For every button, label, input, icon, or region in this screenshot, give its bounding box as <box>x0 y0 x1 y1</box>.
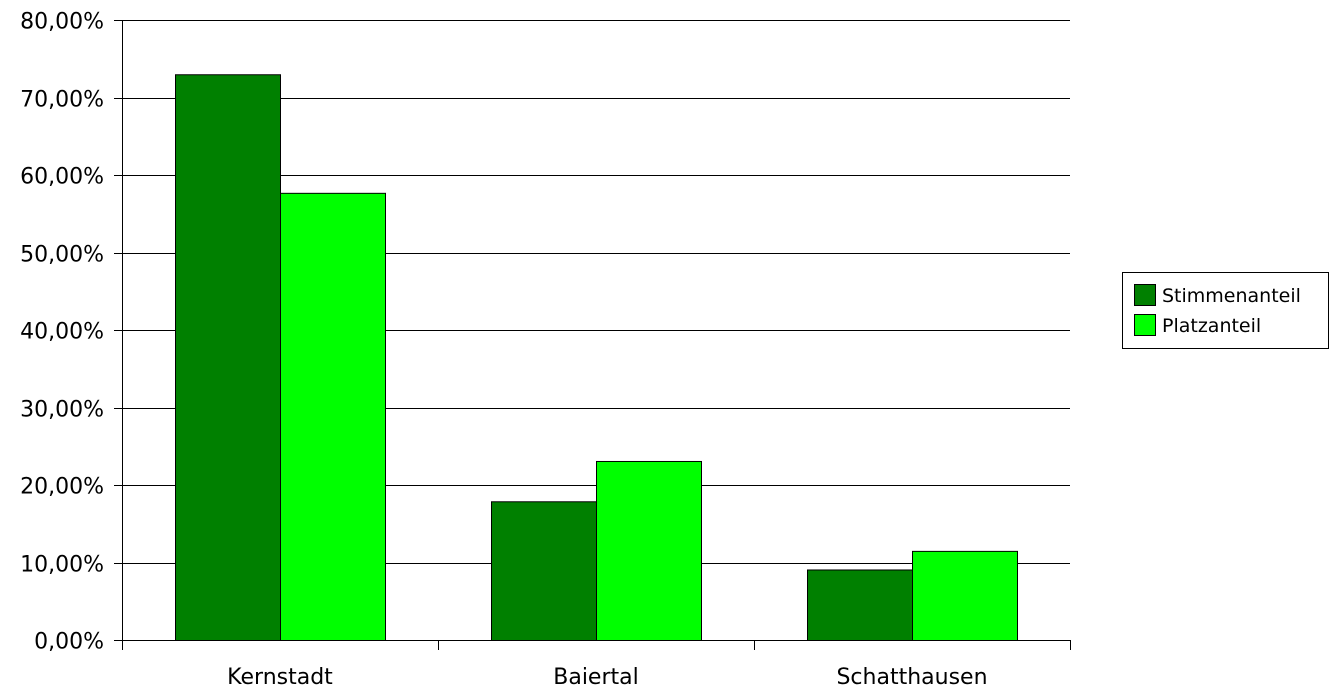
legend-box <box>1122 272 1329 349</box>
bar-platzanteil-baiertal <box>596 460 702 641</box>
axes <box>122 20 1071 650</box>
bar-stimmenanteil-schatthausen <box>807 569 913 641</box>
y-tick-label: 40,00% <box>20 320 104 345</box>
x-category-label: Schatthausen <box>836 665 987 686</box>
bars <box>175 74 1018 641</box>
bar-platzanteil-schatthausen <box>912 550 1018 641</box>
y-tick-label: 50,00% <box>20 243 104 268</box>
legend-swatch-stimmenanteil <box>1134 284 1156 306</box>
bar-stimmenanteil-baiertal <box>491 501 597 641</box>
bar-platzanteil-kernstadt <box>280 192 386 641</box>
legend: Stimmenanteil Platzanteil <box>1122 272 1329 349</box>
y-tick-label: 60,00% <box>20 165 104 190</box>
legend-label-stimmenanteil: Stimmenanteil <box>1162 285 1301 307</box>
legend-label-platzanteil: Platzanteil <box>1162 315 1261 337</box>
x-category-label: Kernstadt <box>227 665 333 686</box>
x-axis-labels: Kernstadt Baiertal Schatthausen <box>227 665 987 690</box>
y-tick-label: 30,00% <box>20 398 104 423</box>
y-tick-label: 10,00% <box>20 553 104 578</box>
y-tick-label: 80,00% <box>20 10 104 35</box>
x-category-label: Baiertal <box>553 665 639 686</box>
y-tick-label: 70,00% <box>20 88 104 113</box>
y-axis-ticks: 0,00% 10,00% 20,00% 30,00% 40,00% 50,00% 60,00… <box>20 10 122 655</box>
legend-swatch-platzanteil <box>1134 314 1156 336</box>
y-tick-label: 20,00% <box>20 475 104 500</box>
bar-stimmenanteil-kernstadt <box>175 74 281 641</box>
y-tick-label: 0,00% <box>34 630 104 655</box>
